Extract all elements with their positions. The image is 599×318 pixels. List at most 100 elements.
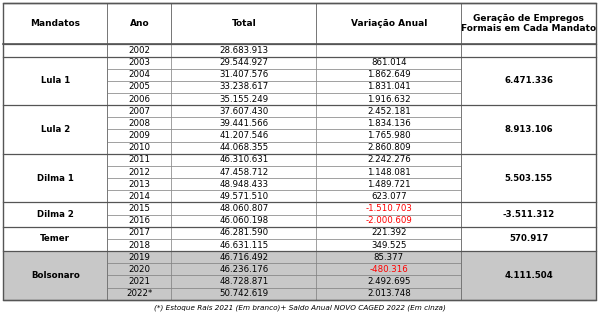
Text: 2009: 2009 [129, 131, 150, 140]
Bar [316, 93, 461, 105]
Bar [461, 154, 596, 203]
Bar [171, 142, 316, 154]
Text: 1.489.721: 1.489.721 [367, 180, 410, 189]
Text: Temer: Temer [40, 234, 70, 243]
Text: 1.765.980: 1.765.980 [367, 131, 410, 140]
Text: 2008: 2008 [128, 119, 150, 128]
Text: 2020: 2020 [128, 265, 150, 274]
Text: 31.407.576: 31.407.576 [219, 70, 268, 79]
Bar [316, 263, 461, 275]
Bar [316, 3, 461, 44]
Bar [316, 129, 461, 142]
Text: 46.310.631: 46.310.631 [219, 156, 268, 164]
Bar [107, 251, 171, 263]
Bar [171, 3, 316, 44]
Bar [316, 227, 461, 239]
Bar [316, 81, 461, 93]
Bar [107, 215, 171, 227]
Bar [171, 129, 316, 142]
Bar [316, 69, 461, 81]
Text: 46.631.115: 46.631.115 [219, 240, 268, 250]
Text: 221.392: 221.392 [371, 228, 407, 237]
Text: 29.544.927: 29.544.927 [219, 58, 268, 67]
Text: 2.013.748: 2.013.748 [367, 289, 411, 298]
Text: -2.000.609: -2.000.609 [365, 216, 412, 225]
Bar [316, 105, 461, 117]
Text: 2018: 2018 [128, 240, 150, 250]
Bar [461, 227, 596, 251]
Text: 2005: 2005 [128, 82, 150, 91]
Bar [316, 154, 461, 166]
Bar [171, 251, 316, 263]
Bar [171, 178, 316, 190]
Bar [171, 117, 316, 129]
Text: 570.917: 570.917 [509, 234, 548, 243]
Bar [316, 166, 461, 178]
Bar [107, 166, 171, 178]
Bar [107, 227, 171, 239]
Text: 48.948.433: 48.948.433 [219, 180, 268, 189]
Bar [316, 117, 461, 129]
Text: 49.571.510: 49.571.510 [219, 192, 268, 201]
Bar [171, 287, 316, 300]
Text: 2022*: 2022* [126, 289, 153, 298]
Text: 4.111.504: 4.111.504 [504, 271, 553, 280]
Bar [316, 178, 461, 190]
Text: Lula 2: Lula 2 [41, 125, 70, 134]
Text: 33.238.617: 33.238.617 [219, 82, 268, 91]
Bar [107, 263, 171, 275]
Bar [461, 44, 596, 57]
Text: 6.471.336: 6.471.336 [504, 76, 553, 85]
Text: 1.834.136: 1.834.136 [367, 119, 411, 128]
Text: 85.377: 85.377 [374, 253, 404, 262]
Bar [316, 287, 461, 300]
Text: -480.316: -480.316 [370, 265, 408, 274]
Bar [3, 57, 107, 105]
Text: 1.916.632: 1.916.632 [367, 94, 410, 104]
Text: 46.716.492: 46.716.492 [219, 253, 268, 262]
Bar [107, 44, 171, 57]
Bar [461, 105, 596, 154]
Text: 50.742.619: 50.742.619 [219, 289, 268, 298]
Bar [171, 263, 316, 275]
Bar [107, 81, 171, 93]
Bar [461, 57, 596, 105]
Text: 1.831.041: 1.831.041 [367, 82, 411, 91]
Text: 2.452.181: 2.452.181 [367, 107, 411, 116]
Text: Geração de Empregos
Formais em Cada Mandato: Geração de Empregos Formais em Cada Mand… [461, 14, 596, 33]
Text: Mandatos: Mandatos [30, 19, 80, 28]
Text: 2006: 2006 [128, 94, 150, 104]
Bar [3, 227, 107, 251]
Bar [107, 203, 171, 215]
Text: 44.068.355: 44.068.355 [219, 143, 268, 152]
Bar [107, 69, 171, 81]
Bar [316, 142, 461, 154]
Text: 2021: 2021 [128, 277, 150, 286]
Text: 2019: 2019 [129, 253, 150, 262]
Text: 2010: 2010 [128, 143, 150, 152]
Bar [3, 3, 107, 44]
Text: 623.077: 623.077 [371, 192, 407, 201]
Bar [316, 57, 461, 69]
Text: 46.281.590: 46.281.590 [219, 228, 268, 237]
Text: 46.236.176: 46.236.176 [219, 265, 268, 274]
Bar [107, 154, 171, 166]
Bar [316, 239, 461, 251]
Text: 2013: 2013 [128, 180, 150, 189]
Text: 349.525: 349.525 [371, 240, 407, 250]
Bar [171, 275, 316, 287]
Bar [171, 215, 316, 227]
Bar [3, 154, 107, 203]
Bar [107, 239, 171, 251]
Bar [316, 215, 461, 227]
Text: 2003: 2003 [128, 58, 150, 67]
Bar [171, 154, 316, 166]
Bar [107, 105, 171, 117]
Bar [107, 3, 171, 44]
Bar [3, 105, 107, 154]
Text: Dilma 1: Dilma 1 [37, 174, 74, 183]
Text: 2.860.809: 2.860.809 [367, 143, 410, 152]
Text: 46.060.198: 46.060.198 [219, 216, 268, 225]
Bar [316, 190, 461, 203]
Bar [316, 203, 461, 215]
